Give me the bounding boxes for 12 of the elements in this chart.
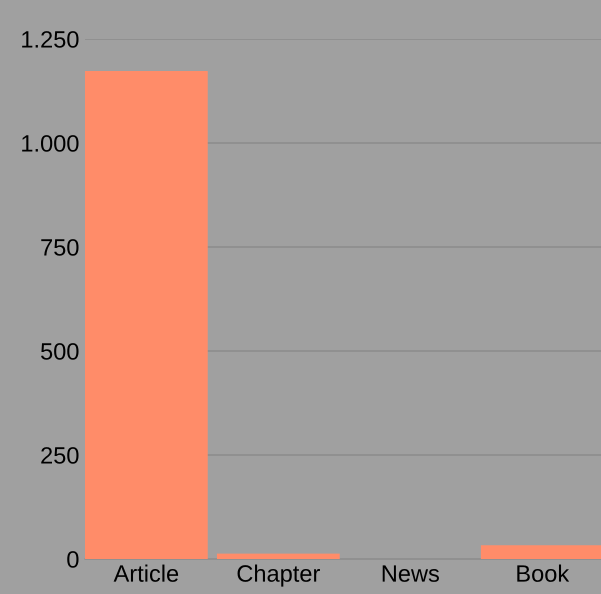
y-tick-label: 1.000 — [22, 135, 79, 152]
x-tick-label: News — [382, 565, 439, 582]
bar — [85, 71, 208, 559]
bar — [216, 554, 340, 559]
x-tick-label: Article — [114, 564, 178, 582]
x-tick-label: Book — [517, 564, 570, 582]
x-tick-label: Chapter — [238, 564, 320, 587]
y-tick-label: 250 — [41, 447, 79, 464]
y-tick-label: 750 — [41, 239, 79, 256]
y-tick-label: 1.250 — [22, 31, 79, 48]
y-tick-label: 500 — [41, 343, 79, 360]
y-tick-label: 0 — [67, 551, 79, 568]
